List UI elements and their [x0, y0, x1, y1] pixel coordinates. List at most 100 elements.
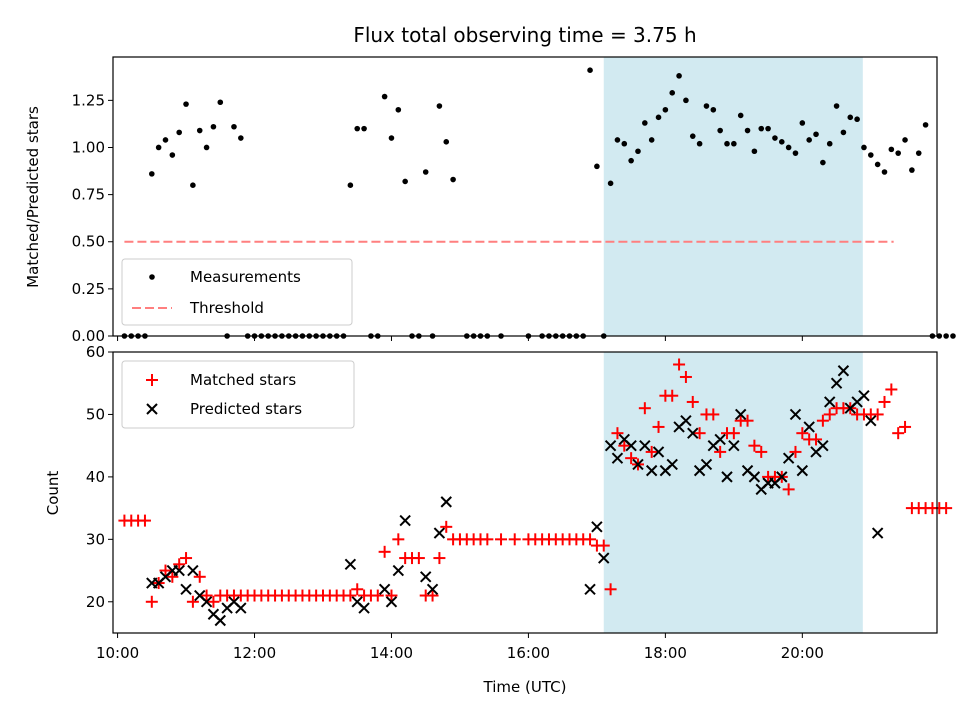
- matched-star-point: [645, 445, 658, 458]
- matched-star-point: [378, 545, 391, 558]
- measurement-point: [737, 112, 744, 119]
- predicted-star-point: [611, 452, 624, 464]
- matched-star-point: [782, 483, 795, 496]
- predicted-star-point: [420, 571, 432, 583]
- top-highlight-span: [603, 57, 863, 336]
- measurement-point: [149, 171, 155, 177]
- predicted-star-point: [173, 564, 185, 577]
- measurement-point: [450, 176, 456, 183]
- legend-matched-label: Matched stars: [190, 371, 296, 389]
- predicted-star-point: [666, 458, 678, 471]
- matched-star-point: [686, 395, 699, 408]
- x-axis-label: Time (UTC): [483, 678, 567, 696]
- top-y-tick-label: 0.75: [72, 186, 105, 204]
- matched-star-point: [679, 370, 692, 383]
- matched-star-point: [481, 533, 494, 546]
- measurement-point: [922, 122, 929, 128]
- top-y-tick-label: 0.50: [72, 233, 105, 251]
- matched-star-point: [597, 539, 610, 552]
- measurement-point: [717, 127, 723, 134]
- matched-star-point: [200, 589, 213, 602]
- matched-star-point: [693, 427, 706, 440]
- measurement-point: [587, 67, 593, 73]
- measurement-point: [436, 103, 443, 109]
- measurement-point: [731, 140, 737, 147]
- predicted-star-point: [858, 390, 870, 402]
- predicted-star-point: [871, 527, 884, 539]
- measurement-point: [388, 135, 395, 141]
- bottom-legend: Matched stars Predicted stars: [121, 360, 355, 429]
- predicted-star-point: [426, 583, 439, 595]
- predicted-star-point: [817, 439, 829, 452]
- predicted-star-point: [645, 464, 658, 477]
- measurement-point: [902, 137, 908, 143]
- predicted-star-point: [433, 527, 446, 539]
- measurement-point: [881, 169, 888, 175]
- measurement-point: [621, 140, 628, 147]
- matched-star-point: [748, 439, 761, 452]
- predicted-star-point: [721, 471, 733, 483]
- predicted-star-point: [591, 521, 603, 533]
- measurement-point: [683, 97, 689, 104]
- axes: 0.00 0.25 0.50 0.75 1.00 1.25 20 30 40 50 60 10:00 1…: [72, 56, 938, 662]
- predicted-star-point: [830, 377, 843, 389]
- matched-star-point: [166, 570, 179, 583]
- matched-star-point: [816, 414, 829, 427]
- matched-star-point: [885, 383, 898, 396]
- measurement-point: [662, 106, 669, 113]
- measurement-point: [183, 101, 189, 107]
- predicted-star-point: [639, 439, 651, 452]
- bottom-y-tick-label: 20: [86, 593, 105, 611]
- predicted-star-point: [652, 446, 665, 458]
- top-y-axis-label: Matched/Predicted stars: [24, 106, 42, 288]
- measurement-point: [614, 137, 621, 143]
- matched-star-point: [666, 389, 679, 402]
- measurement-point: [909, 167, 915, 173]
- matched-star-point: [741, 414, 754, 427]
- bottom-y-tick-label: 60: [86, 343, 105, 361]
- predicted-star-point: [687, 427, 699, 439]
- matched-star-point: [138, 514, 151, 527]
- measurement-point: [868, 152, 874, 158]
- matched-star-point: [871, 408, 884, 421]
- matched-star-point: [899, 420, 912, 433]
- x-tick-label: 12:00: [233, 644, 276, 662]
- measurement-point: [628, 157, 634, 164]
- bottom-panel-frame: [112, 351, 938, 634]
- measurement-point: [778, 139, 785, 145]
- measurement-point: [443, 139, 450, 145]
- measurement-point: [669, 90, 676, 96]
- legend-predicted-label: Predicted stars: [190, 400, 302, 418]
- measurement-point: [744, 127, 751, 134]
- measurement-point: [751, 148, 758, 155]
- predicted-star-point: [680, 414, 692, 427]
- matched-star-point: [392, 533, 405, 546]
- measurement-point: [402, 178, 408, 185]
- predicted-star-point: [837, 365, 850, 377]
- measurement-point: [648, 137, 655, 143]
- predicted-star-point: [782, 452, 795, 464]
- top-legend-box: [121, 258, 353, 326]
- matched-star-point: [604, 583, 617, 596]
- predicted-star-point: [632, 458, 644, 471]
- predicted-star-point: [748, 471, 761, 483]
- top-y-tick-label: 0.25: [72, 280, 105, 298]
- predicted-star-point: [187, 564, 199, 577]
- matched-star-point: [145, 595, 158, 608]
- legend-threshold-label: Threshold: [189, 299, 264, 317]
- measurement-point: [689, 133, 696, 139]
- predicted-star-point: [344, 558, 357, 571]
- measurement-point: [943, 333, 949, 339]
- measurement-point: [155, 144, 162, 151]
- measurement-point: [792, 150, 799, 156]
- predicted-star-point: [789, 408, 802, 421]
- measurement-point: [840, 129, 847, 136]
- measurement-point: [395, 106, 402, 113]
- predicted-star-point: [803, 421, 815, 433]
- matched-star-point: [159, 564, 172, 577]
- measurement-point: [820, 159, 826, 166]
- bottom-y-tick-label: 50: [86, 405, 105, 423]
- predicted-star-point: [796, 464, 809, 477]
- measurement-point: [231, 123, 237, 130]
- predicted-star-point: [399, 514, 411, 527]
